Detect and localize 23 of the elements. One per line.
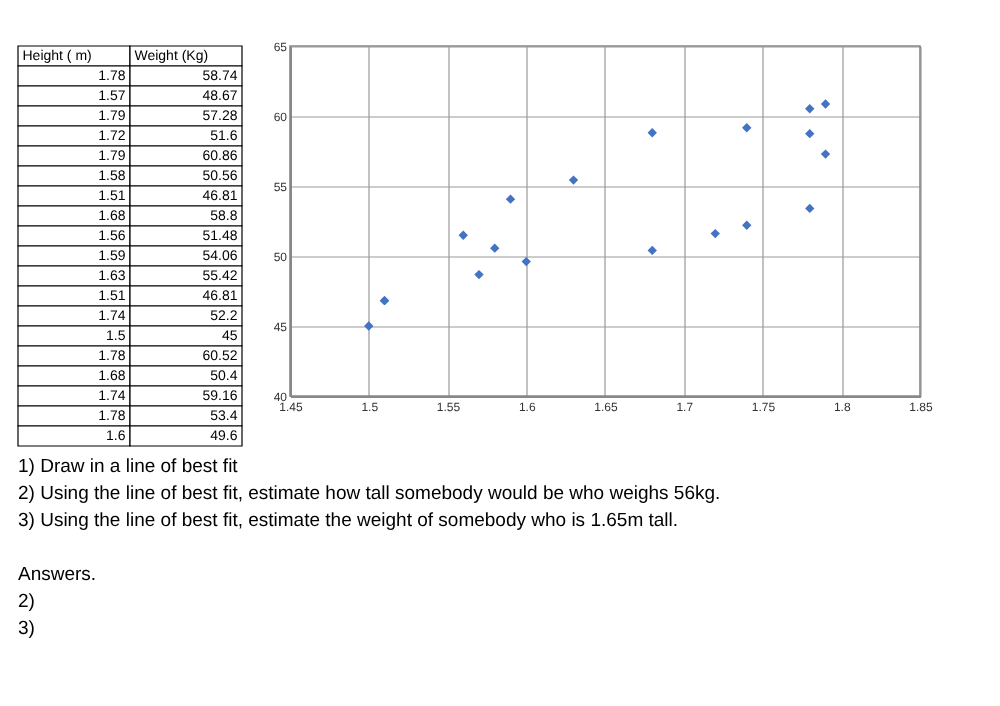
point bbox=[820, 149, 831, 159]
point bbox=[805, 203, 815, 214]
point bbox=[820, 99, 831, 109]
point bbox=[710, 228, 720, 239]
point bbox=[458, 230, 468, 240]
point bbox=[521, 256, 531, 267]
point bbox=[647, 245, 657, 256]
point bbox=[490, 243, 500, 253]
point bbox=[568, 175, 579, 185]
text: 1) Draw in a line of best fit bbox=[18, 455, 239, 478]
text: 3) bbox=[18, 618, 35, 641]
point bbox=[647, 128, 657, 138]
point bbox=[805, 104, 815, 114]
text: 2) bbox=[18, 591, 35, 614]
text: Answers. bbox=[18, 564, 97, 587]
text: 3) Using the line of best fit, estimate the weight of somebody who is 1.65m tall. bbox=[18, 509, 679, 532]
point bbox=[505, 194, 516, 204]
point bbox=[742, 220, 752, 230]
text: 2) Using the line of best fit, estimate how tall somebody would be who weighs 56kg. bbox=[18, 482, 721, 505]
point bbox=[474, 269, 484, 280]
point bbox=[805, 128, 815, 139]
point bbox=[742, 123, 752, 133]
point bbox=[364, 321, 374, 331]
